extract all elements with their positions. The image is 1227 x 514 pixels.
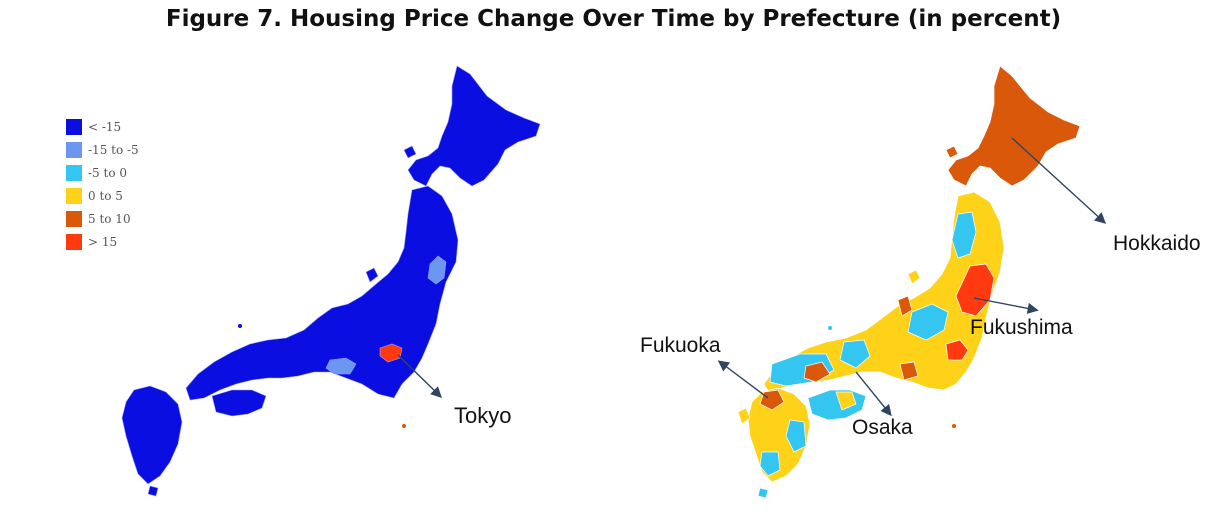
right-fukushima-patch [955, 263, 995, 317]
legend-swatch [66, 187, 82, 204]
legend-swatch [66, 141, 82, 158]
tokyo-arrow [397, 354, 443, 398]
left-central-patch [325, 357, 357, 375]
hokkaido-arrow [1011, 137, 1107, 224]
legend-label: -5 to 0 [88, 165, 127, 180]
right-northern-islet [945, 145, 959, 159]
right-kagoshima-patch [759, 451, 781, 477]
legend-label: 0 to 5 [88, 188, 123, 203]
callout-hokkaido: Hokkaido [1113, 232, 1201, 255]
legend-item: > 15 [66, 230, 139, 253]
legend-swatch [66, 164, 82, 181]
right-hiroshima-patch [803, 361, 831, 383]
right-tokyo-patch [945, 339, 969, 361]
left-sea-islet [238, 324, 242, 328]
right-central-cyan-patch [907, 303, 949, 341]
left-okinawa-islands [147, 485, 159, 497]
fukuoka-arrow [717, 360, 769, 399]
right-sea-islet [828, 326, 832, 330]
legend-label: 5 to 10 [88, 211, 131, 226]
right-sado-island [907, 269, 921, 285]
callout-tokyo: Tokyo [454, 403, 512, 428]
legend-item: -5 to 0 [66, 161, 139, 184]
right-goto-islands [737, 407, 751, 425]
left-sado-island [365, 267, 379, 283]
legend-item: < -15 [66, 115, 139, 138]
legend-swatch [66, 118, 82, 135]
legend-item: 0 to 5 [66, 184, 139, 207]
legend-item: 5 to 10 [66, 207, 139, 230]
callout-fukushima: Fukushima [970, 316, 1073, 339]
right-okinawa-islands [757, 487, 769, 499]
left-honshu-region [185, 185, 459, 401]
right-chubu-orange-patch [899, 361, 919, 381]
map-legend: < -15 -15 to -5 -5 to 0 0 to 5 5 to 10 >… [66, 115, 139, 253]
right-japan-map [737, 65, 1081, 499]
right-hokkaido-region [947, 65, 1081, 187]
left-japan-map [121, 65, 541, 497]
left-shikoku-region [211, 389, 267, 417]
figure-title: Figure 7. Housing Price Change Over Time… [165, 6, 1062, 32]
left-pacific-islet [402, 424, 406, 428]
callout-osaka: Osaka [852, 416, 913, 439]
legend-swatch [66, 233, 82, 250]
legend-label: < -15 [88, 119, 122, 134]
left-kyushu-region [121, 385, 183, 485]
legend-swatch [66, 210, 82, 227]
callout-fukuoka: Fukuoka [640, 334, 721, 357]
legend-label: > 15 [88, 234, 118, 249]
right-kansai-cyan-patch [839, 339, 871, 369]
fukushima-arrow [973, 297, 1039, 314]
right-shikoku-yellow-patch [835, 391, 857, 411]
legend-item: -15 to -5 [66, 138, 139, 161]
right-pacific-islet [952, 424, 956, 428]
left-tokyo-patch [379, 343, 403, 363]
right-tohoku-cyan-patch [951, 211, 977, 259]
right-fukuoka-patch [759, 389, 785, 411]
left-northern-islet [403, 145, 417, 159]
osaka-arrow [855, 371, 892, 417]
right-kyushu-cyan-patch [785, 419, 807, 453]
left-east-coast-patch [427, 255, 447, 285]
right-niigata-patch [897, 295, 913, 317]
left-hokkaido-region [407, 65, 541, 187]
legend-label: -15 to -5 [88, 142, 139, 157]
